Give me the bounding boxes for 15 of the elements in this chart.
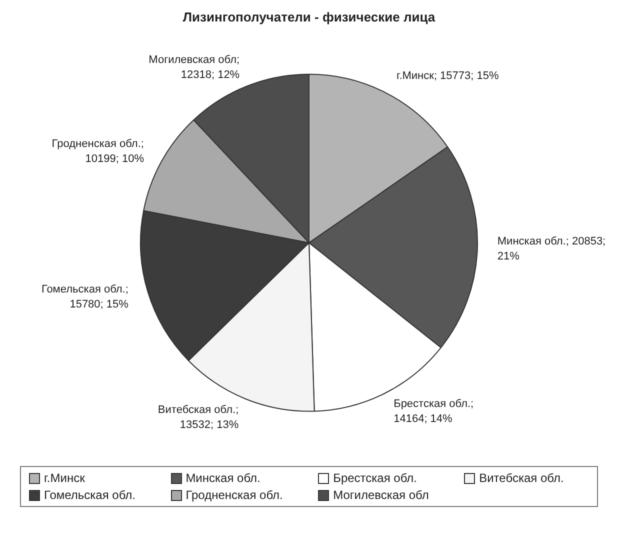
legend-label: Брестская обл.	[333, 471, 418, 485]
chart-title: Лизингополучатели - физические лица	[182, 9, 436, 24]
legend-label: Минская обл.	[186, 471, 260, 485]
data-label: Гродненская обл.; 10199; 10%	[52, 138, 144, 166]
data-label: Гомельская обл.; 15780; 15%	[41, 283, 129, 310]
legend-label: Витебская обл.	[479, 471, 564, 485]
legend-label: Могилевская обл	[333, 488, 429, 502]
data-label: Витебская обл.; 13532; 13%	[158, 404, 239, 432]
legend-label: г.Минск	[44, 471, 85, 485]
data-label: г.Минск; 15773; 15%	[396, 70, 499, 82]
data-label: Брестская обл.; 14164; 14%	[394, 398, 474, 425]
legend-label: Гродненская обл.	[186, 488, 283, 502]
data-label: Могилевская обл; 12318; 12%	[148, 54, 240, 82]
data-label: Минская обл.; 20853; 21%	[497, 236, 606, 263]
legend-label: Гомельская обл.	[44, 488, 136, 502]
